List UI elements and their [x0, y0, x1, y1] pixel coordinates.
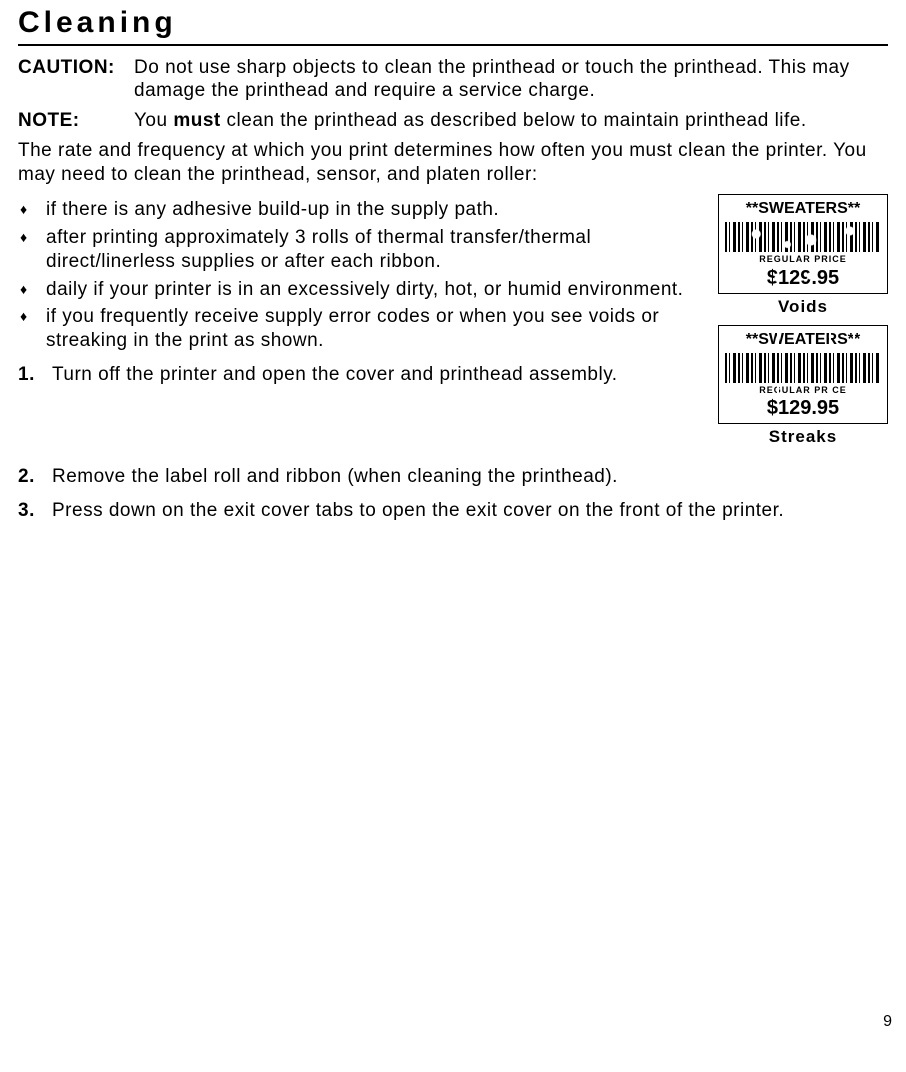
- step-number: 3.: [18, 499, 52, 523]
- bullet-text: daily if your printer is in an excessive…: [46, 278, 683, 302]
- list-item: ♦if you frequently receive supply error …: [18, 305, 704, 353]
- note-row: NOTE: You must clean the printhead as de…: [18, 109, 888, 133]
- step-text: Press down on the exit cover tabs to ope…: [52, 499, 784, 523]
- step-number: 1.: [18, 363, 52, 387]
- note-bold: must: [173, 110, 220, 131]
- two-column: ♦if there is any adhesive build-up in th…: [18, 194, 888, 455]
- bullet-text: if there is any adhesive build-up in the…: [46, 198, 499, 222]
- label-title: **SWEATERS**: [723, 330, 883, 350]
- caution-label: CAUTION:: [18, 56, 134, 104]
- list-item: ♦after printing approximately 3 rolls of…: [18, 226, 704, 274]
- sample-label-streaks: **SWEATERS** REGULAR PRICE $129.95: [718, 325, 888, 424]
- bullet-text: after printing approximately 3 rolls of …: [46, 226, 704, 274]
- label-subtitle: REGULAR PRICE: [723, 385, 883, 396]
- list-item: 2.Remove the label roll and ribbon (when…: [18, 465, 888, 489]
- page: Cleaning CAUTION: Do not use sharp objec…: [0, 0, 906, 1040]
- diamond-bullet-icon: ♦: [18, 226, 46, 248]
- label-subtitle: REGULAR PRICE: [723, 254, 883, 265]
- list-item: ♦if there is any adhesive build-up in th…: [18, 198, 704, 222]
- diamond-bullet-icon: ♦: [18, 305, 46, 327]
- diamond-bullet-icon: ♦: [18, 198, 46, 220]
- list-item: 3.Press down on the exit cover tabs to o…: [18, 499, 888, 523]
- step-list: 1.Turn off the printer and open the cove…: [18, 363, 704, 387]
- list-item: 1.Turn off the printer and open the cove…: [18, 363, 704, 387]
- step-text: Turn off the printer and open the cover …: [52, 363, 618, 387]
- label-price: $129.95: [767, 266, 839, 291]
- note-text: You must clean the printhead as describe…: [134, 109, 888, 133]
- bullet-text: if you frequently receive supply error c…: [46, 305, 704, 353]
- intro-paragraph: The rate and frequency at which you prin…: [18, 139, 888, 187]
- caution-text: Do not use sharp objects to clean the pr…: [134, 56, 888, 104]
- step-number: 2.: [18, 465, 52, 489]
- page-number: 9: [883, 1012, 892, 1032]
- label-title: **SWEATERS**: [723, 199, 883, 219]
- step-list-cont: 2.Remove the label roll and ribbon (when…: [18, 465, 888, 523]
- caption-voids: Voids: [718, 296, 888, 317]
- step-text: Remove the label roll and ribbon (when c…: [52, 465, 618, 489]
- note-label: NOTE:: [18, 109, 134, 133]
- left-column: ♦if there is any adhesive build-up in th…: [18, 194, 704, 455]
- sample-label-voids: **SWEATERS** REGULAR PRICE $129.95: [718, 194, 888, 293]
- section-heading: Cleaning: [18, 4, 888, 42]
- diamond-bullet-icon: ♦: [18, 278, 46, 300]
- bullet-list: ♦if there is any adhesive build-up in th…: [18, 198, 704, 353]
- caution-row: CAUTION: Do not use sharp objects to cle…: [18, 56, 888, 104]
- caption-streaks: Streaks: [718, 426, 888, 447]
- right-column: **SWEATERS** REGULAR PRICE $129.95 Voids…: [718, 194, 888, 455]
- list-item: ♦daily if your printer is in an excessiv…: [18, 278, 704, 302]
- note-pre: You: [134, 110, 173, 131]
- barcode-icon: [725, 222, 881, 252]
- label-price: $129.95: [767, 396, 839, 421]
- heading-rule: [18, 44, 888, 46]
- note-post: clean the printhead as described below t…: [221, 110, 807, 131]
- barcode-icon: [725, 353, 881, 383]
